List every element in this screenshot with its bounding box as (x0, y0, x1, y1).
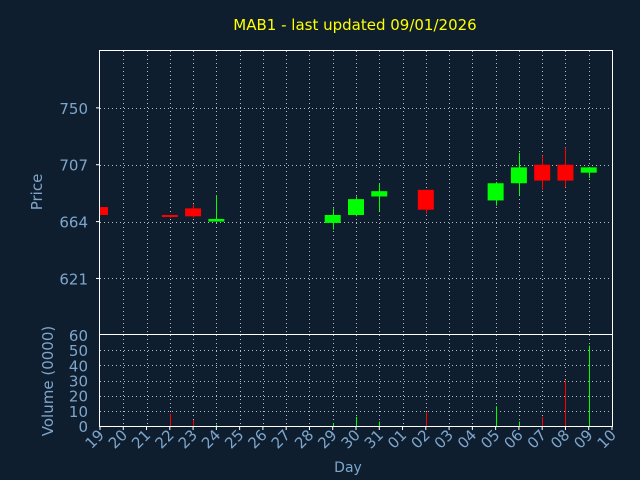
candlesticks (100, 147, 597, 230)
price-tick-label: 707 (59, 157, 88, 175)
candle-body (208, 218, 225, 222)
volume-tick-label: 40 (69, 357, 88, 375)
candle-body (100, 207, 108, 215)
candle-body (557, 164, 574, 181)
volume-tick-label: 50 (69, 342, 88, 360)
candle-body (417, 189, 434, 210)
candle-body (580, 167, 597, 173)
candle-body (534, 164, 551, 181)
price-tick-label: 750 (59, 100, 88, 118)
volume-panel-frame (99, 334, 613, 427)
volume-axis-label: Volume (0000) (39, 326, 57, 436)
candle-body (348, 199, 364, 215)
candle-body (185, 208, 202, 217)
volume-tick-label: 0 (78, 418, 88, 436)
volume-tick-label: 60 (69, 327, 88, 345)
candle-body (324, 214, 341, 223)
day-axis-label: Day (334, 460, 362, 476)
volume-tick-label: 10 (69, 403, 88, 421)
volume-tick-label: 30 (69, 373, 88, 391)
candle-body (371, 191, 388, 197)
candle-body (161, 214, 178, 217)
chart-title: MAB1 - last updated 09/01/2026 (233, 16, 476, 34)
day-axis: 1920212223242526272829303101020304050607… (82, 426, 620, 452)
price-tick-label: 664 (59, 214, 88, 232)
candle-body (510, 167, 527, 184)
price-tick-label: 621 (59, 270, 88, 288)
volume-tick-label: 20 (69, 388, 88, 406)
candle-body (487, 183, 504, 201)
price-axis-label: Price (28, 174, 46, 211)
price-axis: 621 664 707 750 (59, 100, 100, 288)
volume-bars (170, 345, 590, 426)
grid-lines (100, 51, 612, 426)
day-tick-label: 10 (594, 426, 620, 452)
